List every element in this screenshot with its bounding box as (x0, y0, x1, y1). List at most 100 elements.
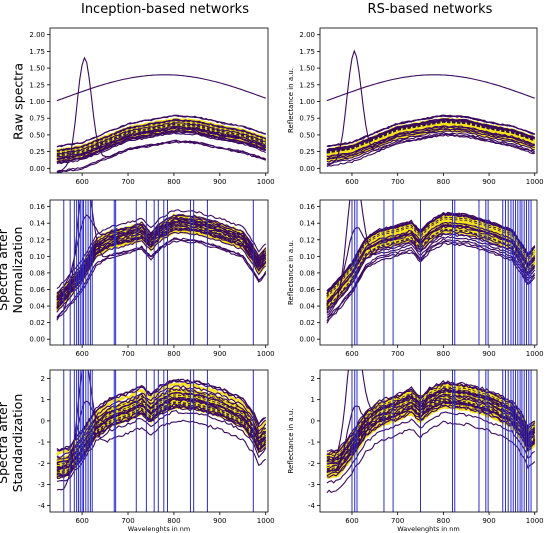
plot-area (56, 370, 267, 512)
axes-frame (319, 199, 538, 346)
column-title-inception: Inception-based networks (80, 2, 249, 17)
spectrum-dashed (56, 227, 267, 308)
spectrum-dark (56, 370, 267, 491)
spectrum-dark (326, 240, 536, 322)
y-tick-label: -1 (38, 439, 45, 447)
y-tick-label: 0.00 (29, 165, 45, 173)
spectrum-dark (326, 397, 535, 470)
x-tick-label: 600 (75, 178, 88, 186)
y-tick-label: 1.50 (299, 65, 315, 73)
panel-rs-std: 600 700 800 900 1000 -4 -3 -2 -1 0 1 2 Reflectance i… (287, 369, 544, 533)
spectrum-dark (56, 119, 266, 151)
y-tick-label: 2.00 (29, 31, 45, 39)
x-tick-label: 1000 (257, 350, 275, 358)
x-tick-label: 900 (482, 178, 495, 186)
spectrum-dark (56, 406, 267, 479)
x-tick-label: 800 (167, 517, 180, 525)
y-tick-label: 0.12 (299, 236, 315, 244)
y-tick-label: 0.14 (299, 220, 315, 228)
spectrum-dark (56, 125, 267, 158)
plot-area (325, 370, 536, 512)
spectrum-dashed (56, 224, 267, 305)
y-tick-label: -4 (308, 502, 316, 510)
y-tick-label: 1.00 (29, 98, 45, 106)
spectrum-dark (326, 404, 536, 477)
spectrum-dark (326, 134, 535, 168)
x-tick-label: 700 (391, 178, 404, 186)
spectrum-dark (56, 216, 266, 298)
y-axis-label: Reflectance in a.u. (287, 240, 295, 305)
y-tick-label: 1.75 (29, 48, 45, 56)
plot-area (326, 49, 536, 168)
x-axis-label-left: Wavelenghts in nm (128, 525, 190, 533)
spectrum-dark (326, 126, 535, 160)
spectrum-dashed (326, 229, 536, 309)
axes-frame (49, 369, 269, 513)
y-tick-label: 0.75 (299, 115, 315, 123)
x-tick-label: 600 (75, 350, 88, 358)
spectrum-dark (326, 370, 535, 462)
x-tick-label: 900 (213, 350, 226, 358)
y-tick-label: -4 (38, 502, 46, 510)
y-tick-label: 0.12 (29, 236, 45, 244)
y-tick-label: 0.75 (29, 115, 45, 123)
x-tick-label: 600 (75, 517, 88, 525)
y-tick-label: 0.02 (29, 319, 45, 327)
y-tick-label: 2.00 (299, 31, 315, 39)
spectrum-dashed (56, 403, 266, 474)
spectrum-dark (326, 379, 535, 452)
spectrum-dark (56, 237, 267, 318)
x-tick-label: 800 (167, 178, 180, 186)
spectrum-dark (326, 242, 536, 324)
y-tick-label: 0.50 (29, 131, 45, 139)
x-tick-label: 700 (121, 178, 134, 186)
spectrum-dark (56, 139, 266, 173)
plot-area (55, 200, 267, 345)
x-tick-label: 700 (391, 517, 404, 525)
spectrum-dark (326, 118, 536, 151)
spectrum-dark (56, 231, 267, 313)
spectrum-dark (56, 378, 267, 452)
spectrum-dark (56, 391, 266, 463)
y-tick-label: 0.50 (299, 131, 315, 139)
x-tick-label: 800 (167, 350, 180, 358)
x-tick-label: 1000 (257, 178, 275, 186)
y-tick-label: 0.25 (29, 148, 45, 156)
x-tick-label: 600 (345, 350, 358, 358)
spectrum-dark (326, 225, 536, 307)
y-tick-label: 0 (311, 417, 315, 425)
spectrum-dark (56, 402, 266, 476)
x-tick-label: 1000 (526, 350, 544, 358)
plot-area (56, 56, 267, 173)
y-tick-label: 0.00 (299, 165, 315, 173)
spectrum-dark (326, 213, 536, 295)
spectrum-dark (326, 130, 535, 163)
x-tick-label: 1000 (526, 517, 544, 525)
y-tick-label: 1.25 (29, 81, 45, 89)
spectrum-dark (56, 141, 266, 173)
y-tick-label: 0.02 (299, 319, 315, 327)
y-tick-label: 0.06 (299, 286, 315, 294)
y-tick-label: -2 (38, 460, 45, 468)
panel-rs-norm: 600 700 800 900 1000 0.00 0.02 0.04 0.06 0.08 0.10… (287, 199, 544, 358)
panel-inception-norm: 600 700 800 900 1000 0.00 0.02 0.04 0.06 0.08 0.10… (29, 199, 275, 358)
spectrum-dashed (326, 121, 535, 154)
spectrum-dark (56, 224, 267, 306)
spectrum-dark (56, 379, 267, 452)
y-tick-label: 0.10 (299, 253, 315, 261)
spectrum-dark (326, 200, 536, 316)
y-tick-label: -3 (38, 481, 45, 489)
x-tick-label: 900 (482, 350, 495, 358)
spectrum-dark (56, 387, 266, 460)
x-tick-label: 1000 (526, 178, 544, 186)
y-tick-label: 0.14 (29, 220, 45, 228)
spectrum-dashed (326, 218, 536, 298)
x-tick-label: 700 (121, 517, 134, 525)
y-tick-label: 2 (311, 375, 315, 383)
spectrum-dashed (56, 121, 266, 154)
axes-frame (319, 369, 538, 513)
spectrum-light (326, 122, 535, 157)
spectrum-dark (56, 127, 267, 160)
